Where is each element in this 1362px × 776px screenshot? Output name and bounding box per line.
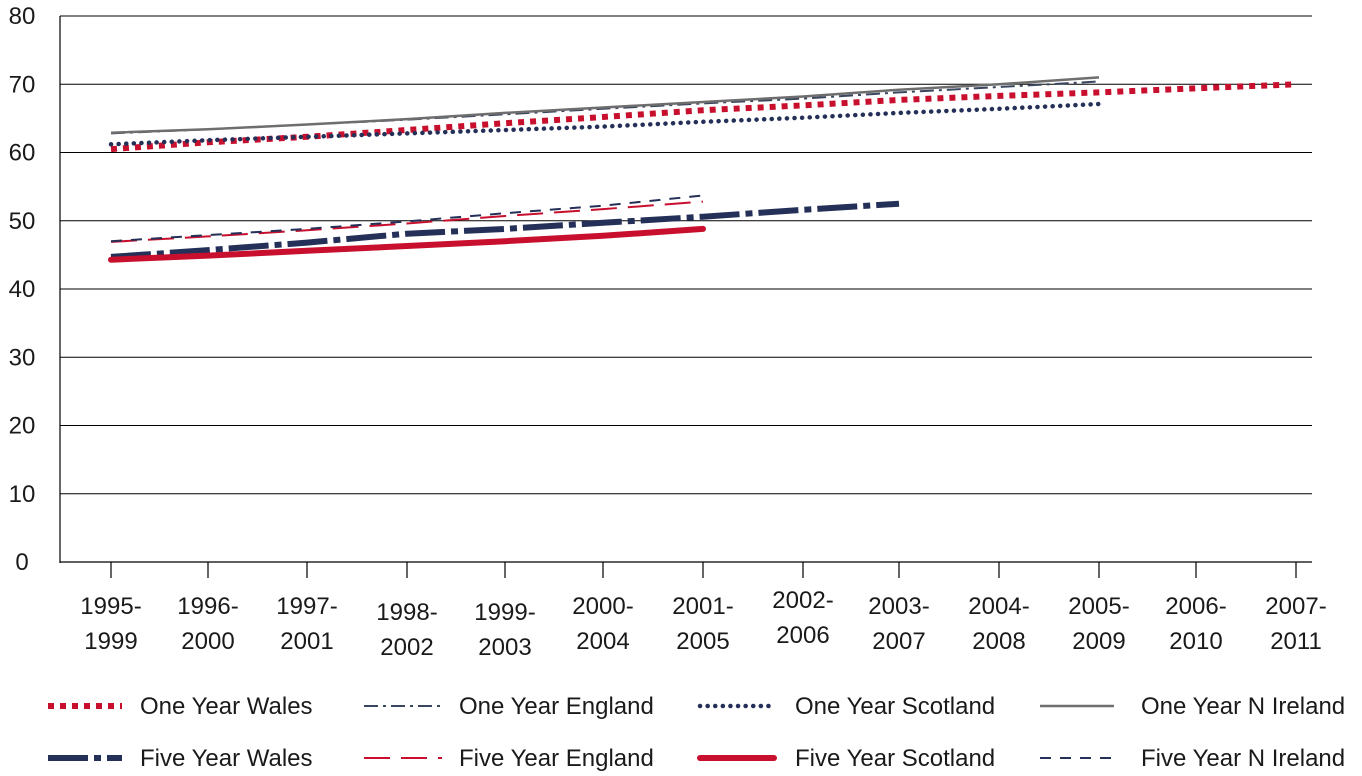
x-tick-label: 2009 [1072,628,1125,655]
x-tick-label: 2007 [872,628,925,655]
series-line-five-year-wales [110,200,900,260]
x-tick-label: 1996- [177,593,238,620]
legend-item-five-year-scotland: Five Year Scotland [697,745,995,772]
x-tick-label: 2005- [1068,593,1129,620]
legend-label: Five Year N Ireland [1141,745,1345,772]
y-tick-label: 10 [9,481,36,508]
legend-label: Five Year Scotland [795,745,995,772]
legend-label: Five Year England [459,745,654,772]
x-tick-label: 2004 [576,628,629,655]
x-tick-label: 2008 [972,628,1025,655]
gridlines [60,15,1312,495]
x-tick-label: 2004- [968,593,1029,620]
legend-item-five-year-wales: Five Year Wales [48,745,313,772]
y-tick-label: 60 [9,140,36,167]
x-tick-label: 2010 [1169,628,1222,655]
legend-label: One Year Wales [140,693,313,720]
series-line-five-year-scotland [108,225,706,263]
legend: One Year Wales One Year England One Year S… [48,693,1345,772]
series-line-one-year-wales [110,81,1297,153]
legend-label: One Year England [459,693,654,720]
legend-item-five-year-n-ireland: Five Year N Ireland [1040,745,1345,772]
series-line-one-year-scotland [108,101,1102,147]
series-line-one-year-n-ireland [110,76,1100,134]
x-tick-label: 2003- [868,593,929,620]
x-axis-tick-labels: 1995- 1999 1996- 2000 1997- 2001 1998- 2002 1999… [80,587,1326,661]
x-tick-label: 2005 [676,628,729,655]
y-tick-label: 50 [9,208,36,235]
x-tick-label: 2002 [380,634,433,661]
y-tick-label: 70 [9,71,36,98]
x-tick-label: 2001- [672,593,733,620]
y-tick-label: 30 [9,344,36,371]
y-tick-label: 40 [9,276,36,303]
legend-item-one-year-n-ireland: One Year N Ireland [1040,693,1345,720]
legend-label: Five Year Wales [140,745,313,772]
y-tick-label: 0 [15,549,28,576]
x-tick-label: 2000- [572,593,633,620]
x-tick-label: 2006 [776,622,829,649]
legend-label: One Year Scotland [795,693,995,720]
x-tick-label: 2002- [772,587,833,614]
x-tick-label: 2000 [181,628,234,655]
legend-item-five-year-england: Five Year England [364,745,654,772]
x-tick-label: 1999 [84,628,137,655]
legend-label: One Year N Ireland [1141,693,1345,720]
series-line-five-year-england [110,200,704,243]
y-tick-label: 80 [9,3,36,30]
legend-item-one-year-wales: One Year Wales [48,693,313,720]
x-tick-label: 1998- [376,599,437,626]
x-tick-label: 2003 [478,634,531,661]
y-tick-label: 20 [9,413,36,440]
x-tick-label: 1997- [276,593,337,620]
x-tick-label: 2006- [1165,593,1226,620]
x-tick-label: 2001 [280,628,333,655]
y-axis-tick-labels: 0 10 20 30 40 50 60 70 80 [9,3,36,576]
x-tick-label: 2007- [1265,593,1326,620]
x-tick-label: 1999- [474,599,535,626]
legend-item-one-year-scotland: One Year Scotland [697,693,995,720]
series-lines [108,76,1297,263]
x-tick-label: 1995- [80,593,141,620]
legend-item-one-year-england: One Year England [364,693,654,720]
axes [59,16,1312,578]
x-tick-label: 2011 [1270,628,1322,655]
